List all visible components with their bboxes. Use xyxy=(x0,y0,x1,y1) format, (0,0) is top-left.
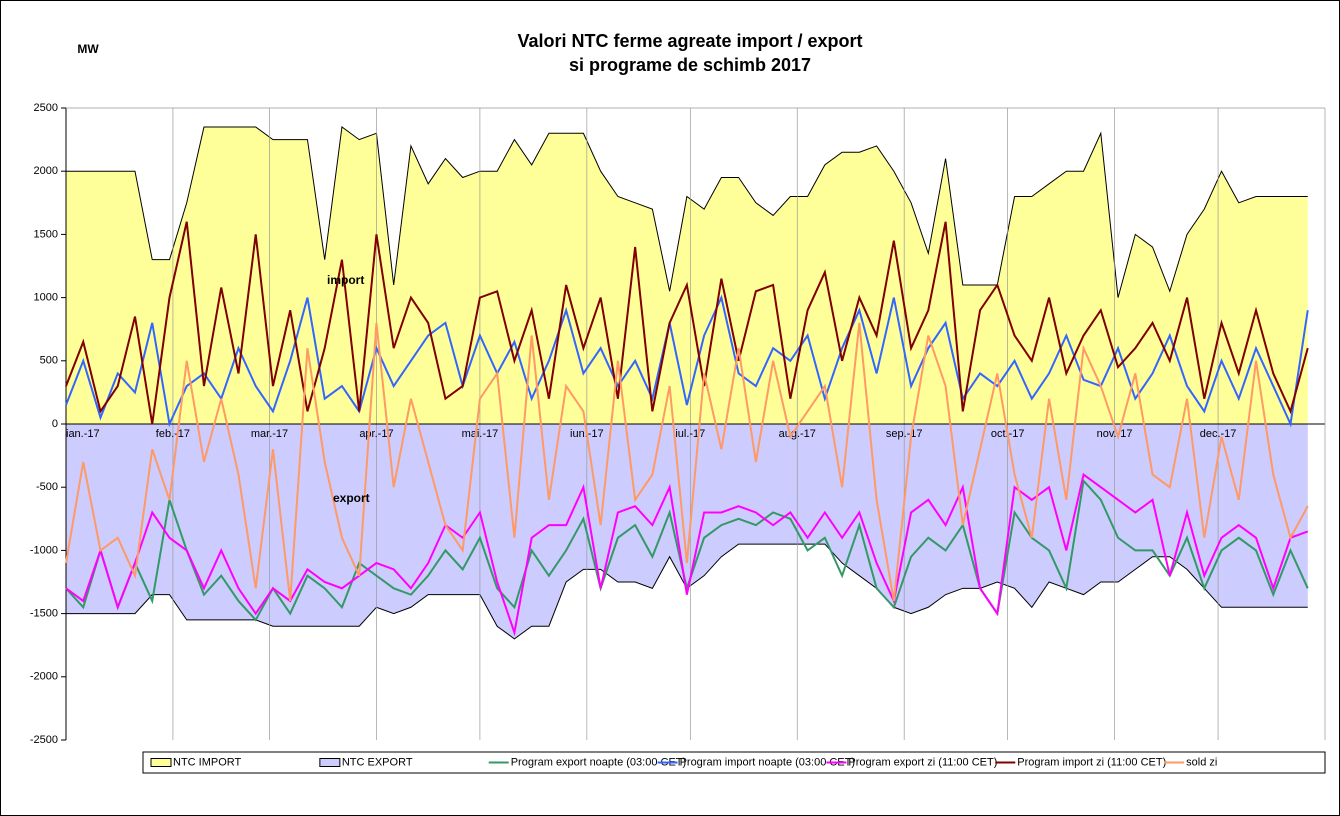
legend-label: sold zi xyxy=(1186,756,1217,768)
line xyxy=(65,221,1309,425)
y-tick-label: 2000 xyxy=(34,165,58,177)
y-tick-label: 1000 xyxy=(34,292,58,304)
x-tick-label: dec.-17 xyxy=(1200,428,1237,440)
legend-box xyxy=(142,751,1326,774)
y-tick-label: -1000 xyxy=(30,544,58,556)
x-tick-label: sep.-17 xyxy=(886,428,923,440)
y-tick-label: -500 xyxy=(36,481,58,493)
y-tick-label: 0 xyxy=(52,418,58,430)
legend-label: Program import zi (11:00 CET) xyxy=(1017,756,1166,768)
chart-title: Valori NTC ferme agreate import / export xyxy=(517,31,862,51)
legend-swatch xyxy=(319,758,341,767)
line xyxy=(65,322,1309,602)
x-tick-label: mai.-17 xyxy=(462,428,499,440)
annotation: import xyxy=(327,273,364,287)
x-tick-label: nov.-17 xyxy=(1097,428,1133,440)
x-tick-label: iul.-17 xyxy=(675,428,705,440)
y-tick-label: -2000 xyxy=(30,671,58,683)
chart-subtitle: si programe de schimb 2017 xyxy=(569,55,811,75)
y-tick-label: 500 xyxy=(40,355,58,367)
area-edge xyxy=(66,126,1308,298)
legend-label: Program export noapte (03:00 CET) xyxy=(511,756,686,768)
y-tick-label: -2500 xyxy=(30,734,58,746)
legend-label: Program import noapte (03:00 CET) xyxy=(680,756,855,768)
annotation: export xyxy=(333,491,370,505)
x-tick-label: mar.-17 xyxy=(251,428,288,440)
line xyxy=(65,472,1309,637)
legend-label: NTC IMPORT xyxy=(173,756,242,768)
y-tick-label: 2500 xyxy=(34,102,58,114)
x-tick-label: ian.-17 xyxy=(66,428,100,440)
y-tick-label: -1500 xyxy=(30,608,58,620)
x-tick-label: aug.-17 xyxy=(779,428,816,440)
legend-label: NTC EXPORT xyxy=(342,756,413,768)
y-tick-label: 1500 xyxy=(34,228,58,240)
legend-swatch xyxy=(150,758,172,767)
x-tick-label: feb.-17 xyxy=(156,428,190,440)
y-axis-label: MW xyxy=(77,42,99,56)
legend-label: Program export zi (11:00 CET) xyxy=(848,756,997,768)
